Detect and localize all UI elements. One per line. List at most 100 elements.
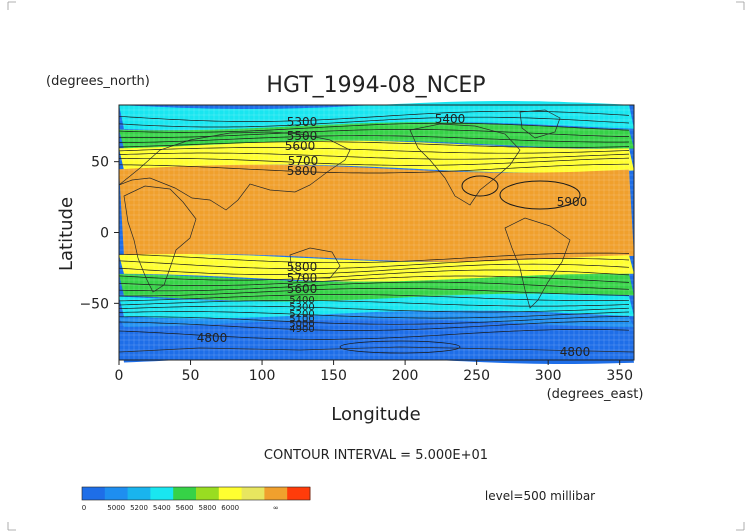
contour-line	[118, 252, 630, 264]
contour-line	[118, 110, 630, 122]
contour-line	[119, 315, 630, 325]
contour-label: 5700	[288, 154, 319, 168]
colorbar-labels: 0 5000 5200 5400 5600 5800 6000 ∞	[82, 504, 279, 512]
x-axis-title: Longitude	[331, 404, 421, 425]
contour-label: 5900	[557, 195, 588, 209]
colorbar-swatch	[218, 487, 243, 500]
x-tick-label: 100	[249, 368, 276, 384]
contour-label: 5400	[435, 112, 466, 126]
contour-line	[118, 116, 630, 128]
y-tick-label: 0	[100, 226, 109, 242]
contour-line	[118, 147, 630, 154]
contour-line	[119, 287, 630, 297]
band-5200-5400	[119, 101, 634, 131]
coastline-greenland	[519, 109, 561, 139]
coastline-eurasia	[118, 131, 351, 211]
x-tick-label: 0	[115, 368, 124, 384]
contour-label: 5800	[287, 260, 318, 274]
map-title: HGT_1994-08_NCEP	[266, 73, 485, 98]
contour-line	[118, 157, 630, 166]
colorbar-frame	[81, 486, 311, 501]
colorbar-swatch	[241, 487, 265, 500]
x-axis: 0 50 100 150 200 250 300 350	[115, 360, 633, 384]
x-tick-label: 250	[463, 368, 490, 384]
coastline-antarctica	[118, 346, 635, 353]
y-axis: 50 0 −50	[79, 155, 119, 312]
band-5400-5600	[119, 273, 634, 302]
contour-line	[118, 305, 630, 313]
coastline-north-america	[409, 123, 521, 206]
colorbar	[81, 486, 311, 501]
contour-line	[118, 258, 630, 270]
coastline-australia	[289, 247, 341, 279]
y-tick-label: 50	[91, 155, 109, 171]
contour-label: 5500	[287, 129, 318, 143]
colorbar-swatch	[104, 487, 129, 500]
colorbar-swatch	[150, 487, 174, 500]
contour-line	[118, 275, 630, 286]
contour-label: 4800	[197, 331, 228, 345]
coastlines	[118, 109, 635, 353]
contour-line	[118, 311, 630, 319]
coastline-south-america	[504, 217, 571, 309]
corner-marks	[7, 1, 745, 531]
contour-label: 5400	[289, 295, 314, 306]
colorbar-label: ∞	[273, 504, 279, 512]
colorbar-label: 5200	[130, 504, 148, 512]
map-plot	[118, 101, 635, 364]
contour-line	[118, 163, 629, 174]
contour-line	[339, 340, 461, 354]
contour-label: 5200	[289, 309, 314, 320]
colorbar-swatch	[127, 487, 151, 500]
colorbar-label: 5400	[153, 504, 171, 512]
contour-label: 5300	[289, 302, 314, 313]
colorbar-swatch	[173, 487, 197, 500]
colorbar-label: 5800	[198, 504, 216, 512]
colorbar-swatch	[82, 487, 106, 500]
contour-line	[499, 180, 581, 210]
y-units-label: (degrees_north)	[46, 74, 150, 89]
contour-line	[118, 320, 629, 331]
colorbar-swatch	[196, 487, 220, 500]
contour-label: 5800	[287, 164, 318, 178]
x-tick-label: 300	[535, 368, 562, 384]
y-axis-title: Latitude	[56, 197, 77, 271]
contour-line	[118, 329, 630, 340]
contour-line	[118, 122, 630, 133]
contour-label: 5300	[287, 115, 318, 129]
contour-label: 5600	[287, 282, 318, 296]
band-5800-6000	[119, 164, 634, 262]
colorbar-swatch	[287, 487, 311, 500]
band-5600-5800	[119, 140, 634, 173]
level-label: level=500 millibar	[485, 489, 595, 503]
contour-line	[118, 263, 630, 275]
contour-line	[118, 294, 630, 302]
colorbar-swatch	[264, 487, 288, 500]
contour-label: 4800	[560, 345, 591, 359]
contour-line	[119, 135, 630, 143]
y-tick-label: −50	[79, 296, 109, 312]
x-tick-label: 150	[320, 368, 347, 384]
contour-label: 4900	[289, 324, 314, 335]
contour-line	[118, 129, 630, 138]
colorbar-label: 5000	[107, 504, 125, 512]
contour-labels: 5300 5400 5500 5600 5700 5800 5900 5800 …	[197, 112, 591, 359]
contour-line	[118, 152, 630, 160]
colorbar-label: 0	[82, 504, 86, 512]
x-tick-label: 50	[182, 368, 200, 384]
x-tick-label: 200	[392, 368, 419, 384]
coastline-africa	[123, 185, 197, 293]
colorbar-label: 6000	[221, 504, 239, 512]
contour-line	[118, 269, 630, 281]
band-5600-5800	[119, 254, 634, 282]
contour-label: 5100	[289, 314, 314, 325]
contour-line	[118, 281, 630, 292]
contour-lines	[118, 110, 630, 354]
contour-line	[118, 300, 630, 307]
contour-line	[118, 141, 630, 148]
contour-label: 5700	[287, 271, 318, 285]
colorbar-label: 5600	[176, 504, 194, 512]
contour-line	[461, 175, 499, 197]
contour-label: 5600	[285, 139, 316, 153]
